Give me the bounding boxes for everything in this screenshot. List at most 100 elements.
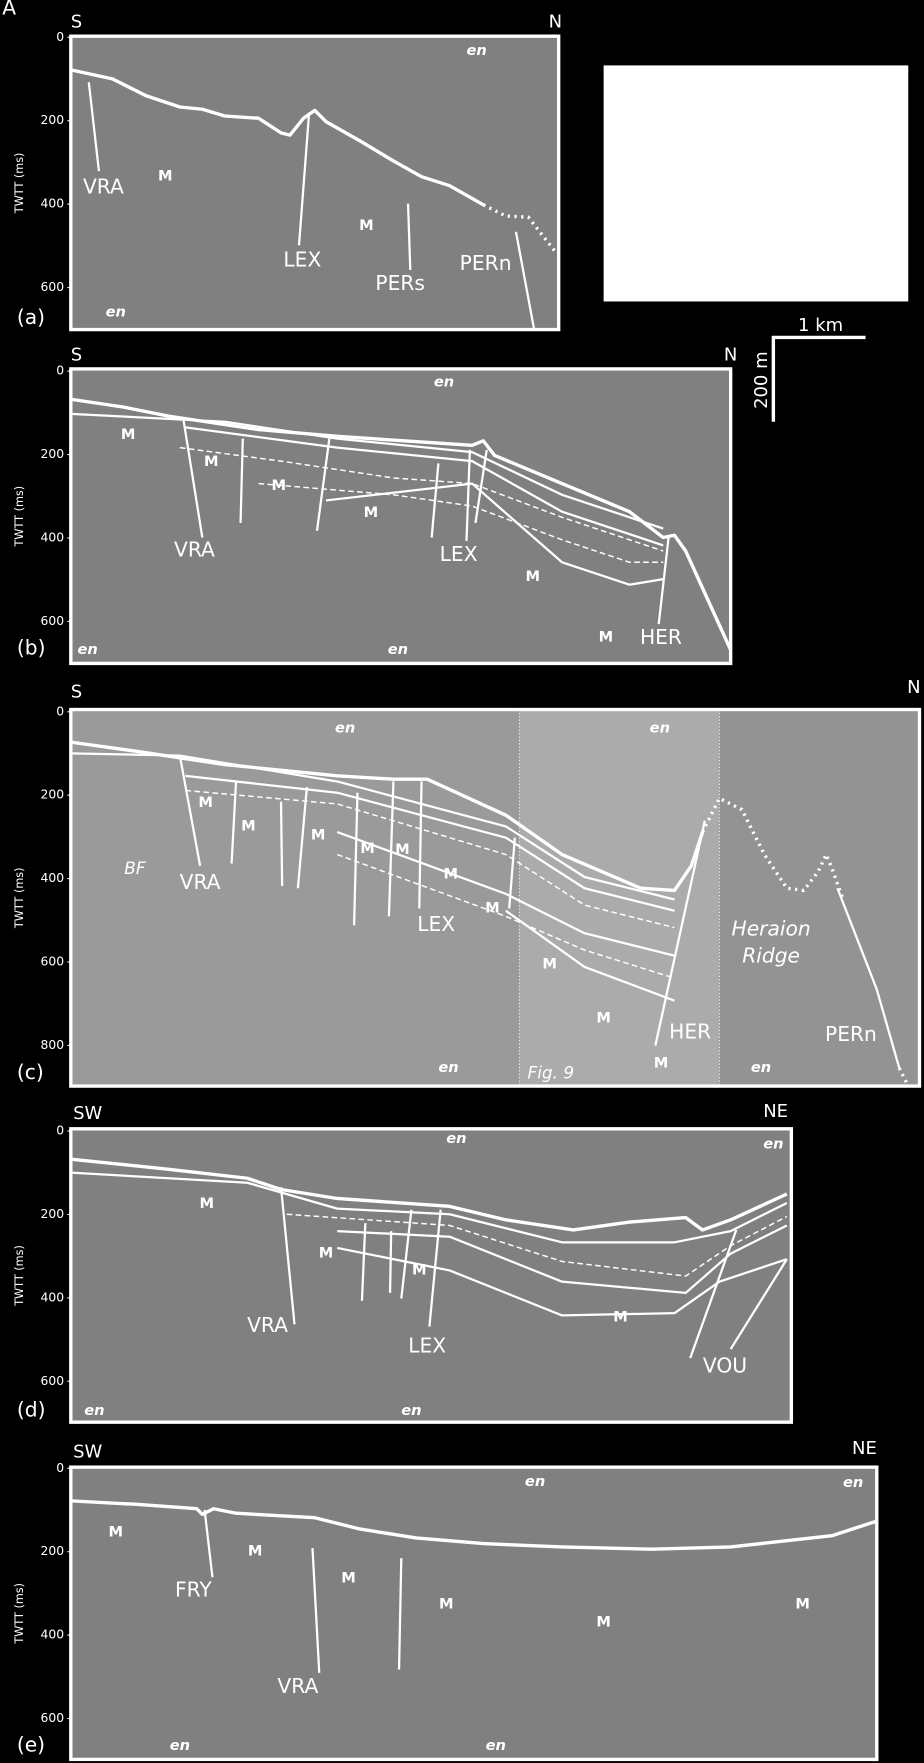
horizon (185, 774, 675, 912)
section-label: Heraion (732, 916, 811, 940)
y-tick-label: 400 (40, 530, 64, 544)
horizon (514, 231, 536, 329)
direction-right: NE (852, 1438, 877, 1459)
panel-letter: (d) (17, 1397, 46, 1421)
y-tick-label: 200 (40, 1207, 64, 1221)
axis-label: TWTT (ms) (13, 867, 26, 929)
scale-horizontal: 1 km (798, 315, 843, 336)
panel-frame (69, 34, 561, 332)
horizon (465, 449, 471, 541)
section-label: M (158, 168, 173, 185)
section-label: M (485, 899, 500, 916)
horizon (296, 786, 308, 889)
section-label: M (596, 1613, 611, 1630)
section-label: M (121, 426, 136, 443)
section-label: M (599, 629, 614, 646)
section-label: M (526, 568, 541, 585)
panel-frame (69, 367, 733, 666)
horizon (70, 740, 705, 893)
section-label: en (78, 641, 98, 658)
y-tick-label: 600 (40, 614, 64, 628)
section-label: BF (124, 858, 146, 878)
y-tick-label: 0 (56, 30, 64, 44)
horizon (388, 1231, 393, 1293)
section-label: PERn (825, 1022, 877, 1046)
horizon (400, 1209, 413, 1299)
horizon (654, 820, 706, 1046)
horizon (387, 781, 395, 917)
panel-background (70, 1128, 792, 1423)
section-label: en (843, 1474, 863, 1491)
horizon (258, 482, 664, 563)
y-tick-label: 400 (40, 1628, 64, 1642)
horizon (360, 1223, 367, 1301)
section-label: M (360, 840, 375, 857)
axis-label: TWTT (ms) (13, 1245, 26, 1307)
section-label: en (486, 1737, 506, 1754)
direction-left: S (71, 12, 82, 33)
horizon (239, 438, 244, 523)
section-label: M (795, 1595, 810, 1612)
section-label: en (335, 720, 355, 737)
scale-vertical: 200 m (751, 351, 772, 409)
section-label: Ridge (742, 943, 800, 967)
horizon (178, 755, 202, 866)
horizon (336, 830, 675, 957)
horizon (325, 482, 664, 586)
section-label: VRA (83, 174, 124, 198)
horizon (311, 1548, 321, 1673)
panel-frame (69, 1127, 794, 1424)
panel-letter: (e) (17, 1732, 45, 1756)
direction-left: S (71, 344, 82, 365)
section-label: M (200, 1195, 215, 1212)
horizon (406, 203, 412, 271)
section-label: M (272, 477, 287, 494)
ridge-zone (719, 709, 920, 1087)
horizon (505, 909, 675, 1002)
section-label: PERn (460, 251, 512, 275)
section-label: en (751, 1059, 771, 1076)
section-label: Fig. 9 (528, 1063, 575, 1083)
horizon (279, 1187, 296, 1325)
direction-left: S (71, 682, 82, 703)
section-label: M (364, 504, 379, 521)
horizon (352, 792, 359, 926)
horizon (315, 438, 331, 531)
section-label: en (401, 1402, 421, 1419)
horizon (729, 1258, 788, 1350)
section-label: M (412, 1261, 427, 1278)
horizon (179, 446, 664, 552)
y-tick-label: 400 (40, 197, 64, 211)
y-tick-label: 0 (56, 1124, 64, 1138)
section-label: M (613, 1309, 628, 1326)
y-tick-label: 800 (40, 1038, 64, 1052)
blank-box (603, 65, 909, 302)
horizon (337, 1246, 788, 1317)
panel-frame (69, 707, 922, 1088)
horizon (286, 1213, 788, 1277)
horizon (203, 1509, 214, 1578)
section-label: VRA (174, 538, 215, 562)
section-label: M (198, 794, 213, 811)
section-label: en (525, 1473, 545, 1490)
figure-label: A (2, 0, 16, 20)
panel-letter: (b) (17, 635, 46, 659)
horizon (474, 449, 488, 524)
y-tick-label: 200 (40, 447, 64, 461)
section-label: PERs (375, 271, 425, 295)
section-label: FRY (175, 1577, 212, 1601)
panel-letter: (a) (17, 305, 45, 329)
y-tick-label: 600 (40, 1711, 64, 1725)
y-tick-label: 400 (40, 1290, 64, 1304)
axis-label: TWTT (ms) (13, 486, 26, 548)
direction-left: SW (73, 1103, 102, 1124)
panel-frame (69, 1465, 879, 1762)
section-label: HER (669, 1020, 711, 1044)
section-label: LEX (408, 1333, 446, 1357)
section-label: LEX (417, 912, 455, 936)
y-tick-label: 600 (40, 954, 64, 968)
section-label: LEX (283, 248, 321, 272)
horizon (70, 1499, 878, 1551)
section-label: en (434, 373, 454, 390)
section-label: M (654, 1055, 669, 1072)
